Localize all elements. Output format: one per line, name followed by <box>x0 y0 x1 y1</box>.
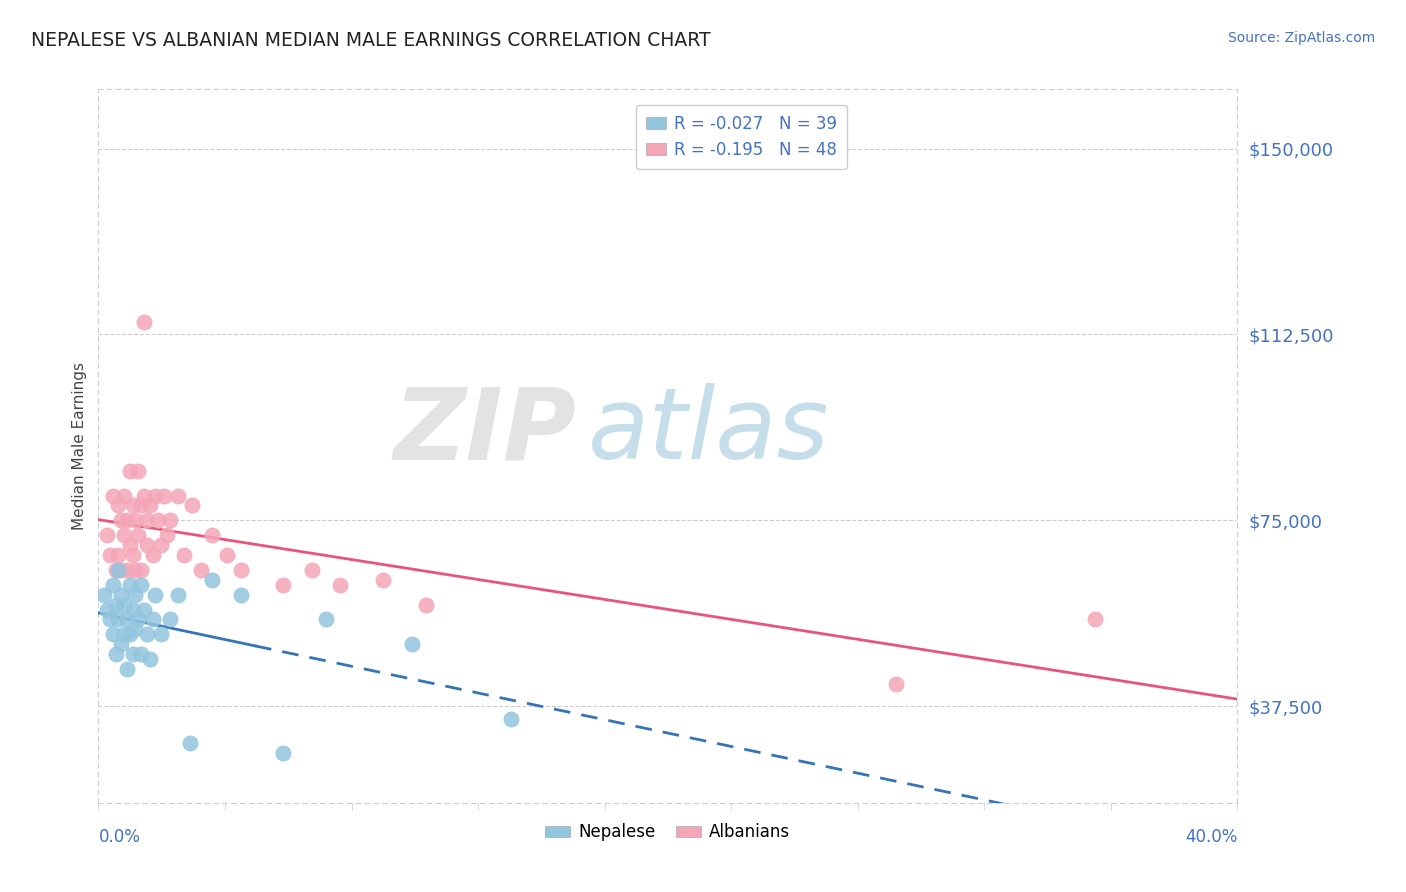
Point <box>129 647 152 661</box>
Point <box>101 578 124 592</box>
Point <box>121 548 143 562</box>
Point <box>138 652 160 666</box>
Point <box>129 563 152 577</box>
Point <box>118 538 141 552</box>
Point <box>190 563 212 577</box>
Point <box>127 464 149 478</box>
Point <box>115 612 138 626</box>
Point <box>301 563 323 577</box>
Text: 40.0%: 40.0% <box>1185 828 1237 846</box>
Point <box>101 627 124 641</box>
Point <box>315 612 337 626</box>
Point <box>132 315 155 329</box>
Point <box>127 612 149 626</box>
Point <box>104 598 127 612</box>
Point <box>884 677 907 691</box>
Point <box>107 612 129 626</box>
Point <box>107 563 129 577</box>
Y-axis label: Median Male Earnings: Median Male Earnings <box>72 362 87 530</box>
Point <box>118 578 141 592</box>
Point <box>401 637 423 651</box>
Point <box>112 528 135 542</box>
Point <box>101 489 124 503</box>
Point <box>121 647 143 661</box>
Point <box>229 588 252 602</box>
Point <box>329 578 352 592</box>
Point <box>1084 612 1107 626</box>
Text: Source: ZipAtlas.com: Source: ZipAtlas.com <box>1227 31 1375 45</box>
Point <box>173 548 195 562</box>
Point <box>148 513 170 527</box>
Point <box>141 612 163 626</box>
Point <box>145 489 167 503</box>
Point <box>150 538 173 552</box>
Point <box>96 602 118 616</box>
Point <box>124 513 146 527</box>
Point <box>107 499 129 513</box>
Point <box>110 563 132 577</box>
Point <box>118 627 141 641</box>
Point <box>132 489 155 503</box>
Point <box>115 662 138 676</box>
Point <box>121 499 143 513</box>
Point <box>373 573 395 587</box>
Point <box>112 598 135 612</box>
Point <box>150 627 173 641</box>
Point <box>138 499 160 513</box>
Point <box>501 712 523 726</box>
Point <box>110 513 132 527</box>
Point <box>273 746 295 760</box>
Point <box>135 627 157 641</box>
Text: atlas: atlas <box>588 384 830 480</box>
Point <box>159 513 181 527</box>
Point <box>167 489 190 503</box>
Point <box>104 563 127 577</box>
Point <box>159 612 181 626</box>
Point <box>153 489 176 503</box>
Point <box>110 637 132 651</box>
Point <box>201 573 224 587</box>
Point <box>129 499 152 513</box>
Point <box>167 588 190 602</box>
Point <box>145 588 167 602</box>
Point <box>124 588 146 602</box>
Point <box>115 563 138 577</box>
Point <box>121 602 143 616</box>
Point <box>107 548 129 562</box>
Point <box>132 602 155 616</box>
Point <box>135 538 157 552</box>
Point <box>124 623 146 637</box>
Point <box>118 464 141 478</box>
Point <box>104 647 127 661</box>
Point <box>201 528 224 542</box>
Text: 0.0%: 0.0% <box>98 828 141 846</box>
Legend: Nepalese, Albanians: Nepalese, Albanians <box>538 817 797 848</box>
Point <box>215 548 238 562</box>
Point <box>115 513 138 527</box>
Point <box>112 627 135 641</box>
Point <box>141 548 163 562</box>
Point <box>124 563 146 577</box>
Text: NEPALESE VS ALBANIAN MEDIAN MALE EARNINGS CORRELATION CHART: NEPALESE VS ALBANIAN MEDIAN MALE EARNING… <box>31 31 710 50</box>
Point <box>135 513 157 527</box>
Point <box>93 588 115 602</box>
Point <box>156 528 179 542</box>
Point <box>127 528 149 542</box>
Point <box>273 578 295 592</box>
Point <box>112 489 135 503</box>
Point <box>98 548 121 562</box>
Point <box>229 563 252 577</box>
Point <box>415 598 437 612</box>
Point <box>110 588 132 602</box>
Point <box>129 578 152 592</box>
Point <box>179 736 201 750</box>
Point <box>181 499 204 513</box>
Point <box>98 612 121 626</box>
Point <box>96 528 118 542</box>
Text: ZIP: ZIP <box>394 384 576 480</box>
